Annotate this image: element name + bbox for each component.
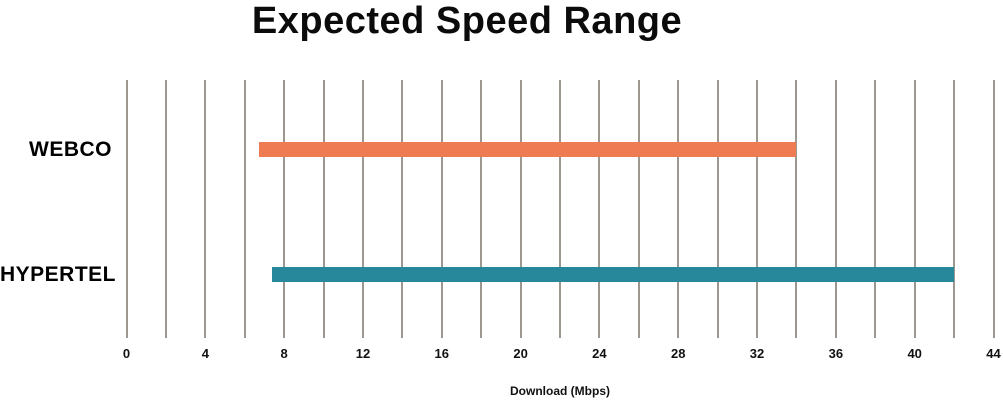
x-gridline	[164, 80, 167, 338]
x-gridline	[756, 80, 759, 338]
x-gridline	[834, 80, 837, 338]
x-tick-label: 4	[201, 346, 209, 361]
x-tick-label: 12	[355, 346, 371, 361]
x-tick-label: 20	[513, 346, 528, 361]
x-gridline	[598, 80, 601, 338]
x-tick-label: 16	[434, 346, 449, 361]
x-gridline	[716, 80, 719, 338]
x-gridline	[125, 80, 128, 338]
x-gridline	[559, 80, 561, 338]
x-axis-label: Download (Mbps)	[510, 384, 610, 398]
x-tick-label: 28	[670, 346, 686, 361]
x-gridline	[361, 80, 364, 338]
x-tick-label: 36	[828, 346, 844, 361]
range-bar-hypertel	[272, 267, 955, 282]
x-tick-label: 32	[749, 346, 765, 361]
x-gridline	[283, 80, 286, 338]
x-gridline	[480, 80, 483, 338]
x-tick-label: 44	[986, 346, 1001, 361]
x-gridline	[401, 80, 404, 338]
x-gridline	[322, 80, 325, 338]
x-gridline	[440, 80, 443, 338]
category-label-webco: WEBCO	[29, 137, 112, 161]
x-gridline	[992, 80, 995, 338]
x-gridline	[519, 80, 522, 338]
category-label-hypertel: HYPERTEL	[0, 262, 117, 286]
x-gridline	[874, 80, 877, 338]
x-gridline	[637, 80, 640, 338]
x-gridline	[204, 80, 207, 338]
x-gridline	[913, 80, 916, 338]
x-tick-label: 24	[592, 346, 607, 361]
x-tick-label: 40	[907, 346, 922, 361]
x-gridline	[953, 80, 956, 338]
x-tick-label: 0	[122, 346, 131, 361]
x-gridline	[677, 80, 680, 338]
range-bar-webco	[258, 142, 797, 157]
x-gridline	[795, 80, 798, 338]
x-gridline	[243, 80, 246, 338]
chart-title: Expected Speed Range	[251, 0, 683, 42]
x-tick-label: 8	[280, 346, 288, 361]
